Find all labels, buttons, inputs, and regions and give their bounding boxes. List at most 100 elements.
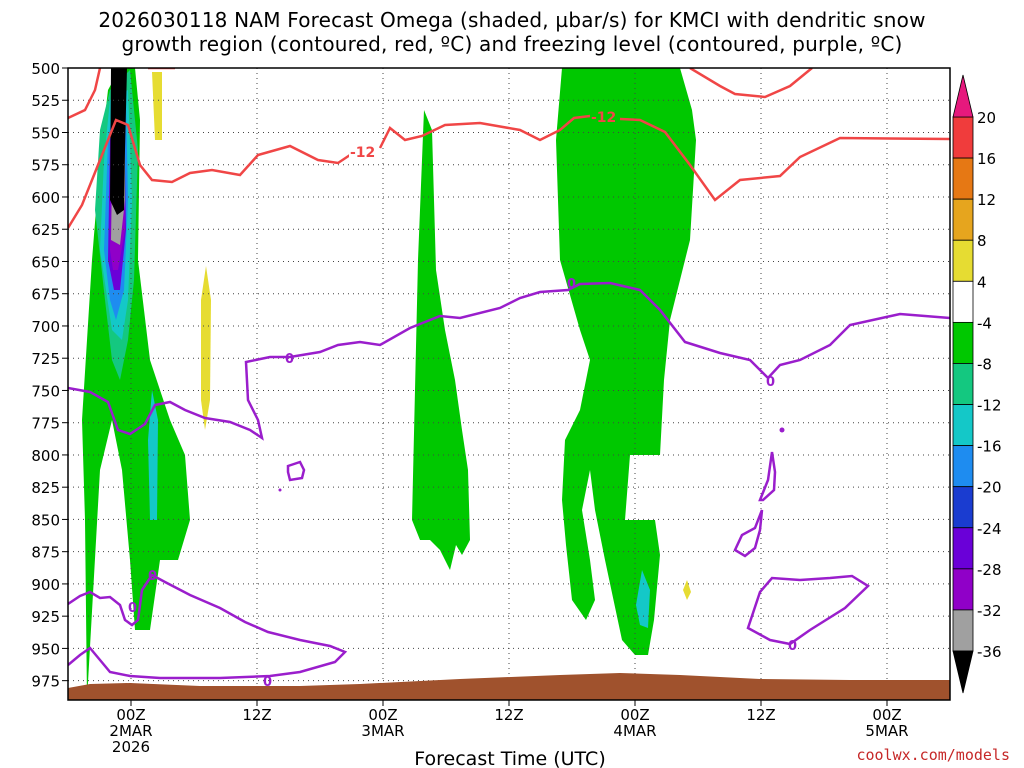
y-tick-label: 775 bbox=[31, 415, 60, 433]
colorbar-label: 16 bbox=[977, 150, 996, 168]
omega-region-yellow-1 bbox=[152, 72, 162, 140]
omega-region-cyan-small-2 bbox=[636, 570, 650, 628]
colorbar-bin bbox=[952, 363, 974, 405]
colorbar-bin bbox=[952, 404, 974, 447]
colorbar-bin bbox=[952, 198, 974, 241]
credit-text: coolwx.com/models bbox=[856, 746, 1010, 764]
y-tick-label: 525 bbox=[31, 92, 60, 110]
x-tick-label: 4MAR bbox=[613, 722, 656, 740]
y-tick-label: 675 bbox=[31, 286, 60, 304]
x-tick-label: 2MAR bbox=[109, 722, 152, 740]
freezing-level-low bbox=[68, 573, 348, 680]
colorbar-label: -28 bbox=[977, 561, 1002, 579]
omega-region-green-3 bbox=[556, 68, 696, 655]
dgz-contour-top bbox=[148, 68, 813, 99]
omega-region-green-2 bbox=[412, 110, 470, 570]
y-tick-label: 650 bbox=[31, 253, 60, 271]
y-tick-label: 500 bbox=[31, 60, 60, 78]
colorbar-bin bbox=[952, 239, 974, 282]
x-tick-label: 00Z bbox=[368, 706, 397, 724]
colorbar-label: -12 bbox=[977, 397, 1002, 415]
colorbar-label: -32 bbox=[977, 602, 1002, 620]
freezing-label-6: 0 bbox=[263, 675, 272, 690]
y-tick-label: 550 bbox=[31, 124, 60, 142]
colorbar-label: -16 bbox=[977, 438, 1002, 456]
freezing-level-loop-4 bbox=[746, 574, 871, 646]
omega-shading bbox=[82, 68, 696, 700]
x-tick-label: 5MAR bbox=[865, 722, 908, 740]
x-tick-label: 00Z bbox=[116, 706, 145, 724]
y-tick-label: 700 bbox=[31, 318, 60, 336]
dgz-contour-upper bbox=[68, 68, 102, 120]
colorbar-top-arrow bbox=[952, 74, 974, 118]
x-tick-label: 00Z bbox=[872, 706, 901, 724]
y-tick-label: 750 bbox=[31, 382, 60, 400]
y-tick-label: 825 bbox=[31, 479, 60, 497]
y-axis: 500 525 550 575 600 625 650 675 700 725 750 775 800 8… bbox=[31, 60, 68, 691]
y-tick-label: 950 bbox=[31, 640, 60, 658]
terrain-surface bbox=[68, 673, 950, 700]
colorbar-label: -4 bbox=[977, 314, 992, 332]
y-tick-label: 725 bbox=[31, 350, 60, 368]
colorbar-label: 8 bbox=[977, 232, 987, 250]
colorbar-label: -36 bbox=[977, 643, 1002, 661]
y-tick-label: 925 bbox=[31, 608, 60, 626]
colorbar: 20 16 12 8 4 -4 -8 -12 -16 -20 -24 -28 -32 -36 bbox=[952, 74, 1002, 694]
colorbar-label: -24 bbox=[977, 520, 1002, 538]
omega-region-yellow-3 bbox=[683, 580, 691, 600]
freezing-label-5: 0 bbox=[148, 569, 157, 584]
freezing-label-4: 0 bbox=[128, 601, 137, 616]
colorbar-label: 20 bbox=[977, 109, 996, 127]
freezing-label-2: 0 bbox=[567, 277, 576, 292]
x-tick-label: 2026 bbox=[112, 738, 150, 756]
y-tick-label: 975 bbox=[31, 673, 60, 691]
y-tick-label: 800 bbox=[31, 447, 60, 465]
dgz-label-1: -12 bbox=[350, 145, 375, 161]
freezing-level-loop-3 bbox=[733, 509, 764, 558]
y-tick-label: 875 bbox=[31, 544, 60, 562]
y-tick-label: 600 bbox=[31, 189, 60, 207]
colorbar-bin bbox=[952, 445, 974, 488]
freezing-label-1: 0 bbox=[285, 352, 294, 367]
x-tick-label: 00Z bbox=[620, 706, 649, 724]
colorbar-bin bbox=[952, 116, 974, 159]
x-tick-label: 12Z bbox=[242, 706, 271, 724]
colorbar-label: 12 bbox=[977, 191, 996, 209]
x-tick-label: 3MAR bbox=[361, 722, 404, 740]
colorbar-bin bbox=[952, 486, 974, 529]
x-axis-title: Forecast Time (UTC) bbox=[414, 748, 605, 768]
y-tick-label: 900 bbox=[31, 576, 60, 594]
freezing-level-dot-2 bbox=[278, 488, 282, 492]
freezing-level-main bbox=[68, 281, 950, 441]
freezing-level-contours bbox=[68, 281, 950, 680]
colorbar-bin bbox=[952, 280, 974, 323]
freezing-level-dot-1 bbox=[779, 427, 785, 433]
colorbar-bin bbox=[952, 527, 974, 570]
chart-title-line2: growth region (contoured, red, ºC) and f… bbox=[121, 32, 903, 56]
colorbar-label: 4 bbox=[977, 273, 987, 291]
colorbar-bottom-arrow bbox=[952, 650, 974, 694]
colorbar-bin bbox=[952, 568, 974, 611]
dgz-label-2: -12 bbox=[591, 110, 616, 126]
x-tick-label: 12Z bbox=[494, 706, 523, 724]
freezing-label-3: 0 bbox=[766, 375, 775, 390]
omega-region-yellow-2 bbox=[201, 266, 211, 430]
y-tick-label: 575 bbox=[31, 157, 60, 175]
x-tick-label: 12Z bbox=[746, 706, 775, 724]
colorbar-bin bbox=[952, 157, 974, 200]
colorbar-bin bbox=[952, 321, 974, 364]
chart-title: 2026030118 NAM Forecast Omega (shaded, µ… bbox=[0, 8, 1024, 56]
omega-region-black bbox=[110, 68, 127, 215]
freezing-level-loop-2 bbox=[758, 451, 777, 502]
chart-title-line1: 2026030118 NAM Forecast Omega (shaded, µ… bbox=[98, 8, 926, 32]
freezing-label-7: 0 bbox=[788, 639, 797, 654]
y-tick-label: 625 bbox=[31, 221, 60, 239]
colorbar-bin bbox=[952, 609, 974, 652]
contour-labels: -12 -12 0 0 0 0 0 0 0 bbox=[128, 108, 797, 690]
colorbar-label: -8 bbox=[977, 355, 992, 373]
freezing-level-loop-1 bbox=[286, 460, 306, 482]
y-tick-label: 850 bbox=[31, 511, 60, 529]
colorbar-label: -20 bbox=[977, 479, 1002, 497]
